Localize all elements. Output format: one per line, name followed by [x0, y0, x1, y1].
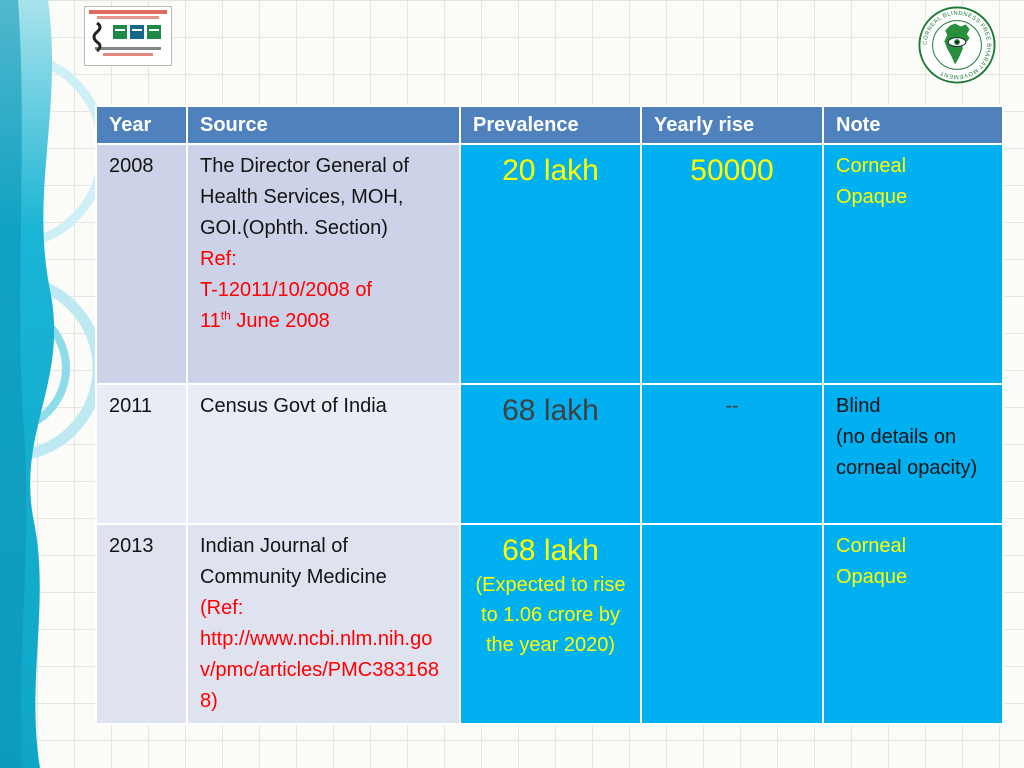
year-value: 2011 [109, 395, 153, 417]
note-cell: Blind (no details on corneal opacity) [822, 383, 1004, 525]
col-header-year: Year [95, 105, 188, 145]
table-row: 2011 Census Govt of India 68 lakh -- Bli… [95, 383, 1004, 525]
prevalence-table: Year Source Prevalence Yearly rise Note … [95, 105, 1004, 725]
source-cell: Census Govt of India [186, 383, 461, 525]
year-cell: 2013 [95, 523, 188, 725]
prevalence-value: 68 lakh [502, 394, 599, 427]
note-detail: (no details on corneal opacity) [836, 426, 978, 479]
note-value: Corneal Opaque [836, 155, 908, 208]
movement-logo-graphic: CORNEAL BLINDNESS FREE BHARAT MOVEMENT [918, 6, 996, 84]
source-ref-url: http://www.ncbi.nlm.nih.gov/pmc/articles… [200, 628, 439, 712]
yearly-rise-cell: -- [640, 383, 824, 525]
year-cell: 2011 [95, 383, 188, 525]
prevalence-subtext: (Expected to rise to 1.06 crore by the y… [475, 574, 626, 656]
note-value: Blind [836, 395, 881, 417]
source-ref-line1: Ref: [200, 248, 237, 270]
source-text: Indian Journal of Community Medicine [200, 535, 387, 588]
source-ref-line3: 11th June 2008 [200, 308, 330, 332]
prevalence-cell: 20 lakh [459, 143, 642, 385]
note-cell: Corneal Opaque [822, 523, 1004, 725]
col-header-prevalence: Prevalence [459, 105, 642, 145]
source-cell: Indian Journal of Community Medicine (Re… [186, 523, 461, 725]
prevalence-cell: 68 lakh [459, 383, 642, 525]
table-header-row: Year Source Prevalence Yearly rise Note [95, 105, 1004, 145]
year-value: 2008 [109, 155, 154, 177]
prevalence-value: 68 lakh [502, 534, 599, 567]
col-header-yearly-rise: Yearly rise [640, 105, 824, 145]
note-value: Corneal Opaque [836, 535, 908, 588]
year-cell: 2008 [95, 143, 188, 385]
col-header-note: Note [822, 105, 1004, 145]
movement-logo: CORNEAL BLINDNESS FREE BHARAT MOVEMENT [918, 6, 996, 84]
source-text: Census Govt of India [200, 395, 387, 417]
prevalence-cell: 68 lakh (Expected to rise to 1.06 crore … [459, 523, 642, 725]
yearly-rise-cell [640, 523, 824, 725]
yearly-rise-value: -- [725, 395, 739, 417]
col-header-source: Source [186, 105, 461, 145]
prevalence-value: 20 lakh [502, 154, 599, 187]
note-cell: Corneal Opaque [822, 143, 1004, 385]
source-ref-line2: T-12011/10/2008 of [200, 279, 372, 301]
yearly-rise-value: 50000 [690, 154, 774, 187]
table-row: 2013 Indian Journal of Community Medicin… [95, 523, 1004, 725]
yearly-rise-cell: 50000 [640, 143, 824, 385]
source-cell: The Director General of Health Services,… [186, 143, 461, 385]
institute-logo [84, 6, 172, 66]
institute-logo-graphic [89, 10, 167, 56]
year-value: 2013 [109, 535, 154, 557]
source-ref-label: (Ref: [200, 597, 244, 619]
source-text: The Director General of Health Services,… [200, 155, 409, 239]
table-row: 2008 The Director General of Health Serv… [95, 143, 1004, 385]
